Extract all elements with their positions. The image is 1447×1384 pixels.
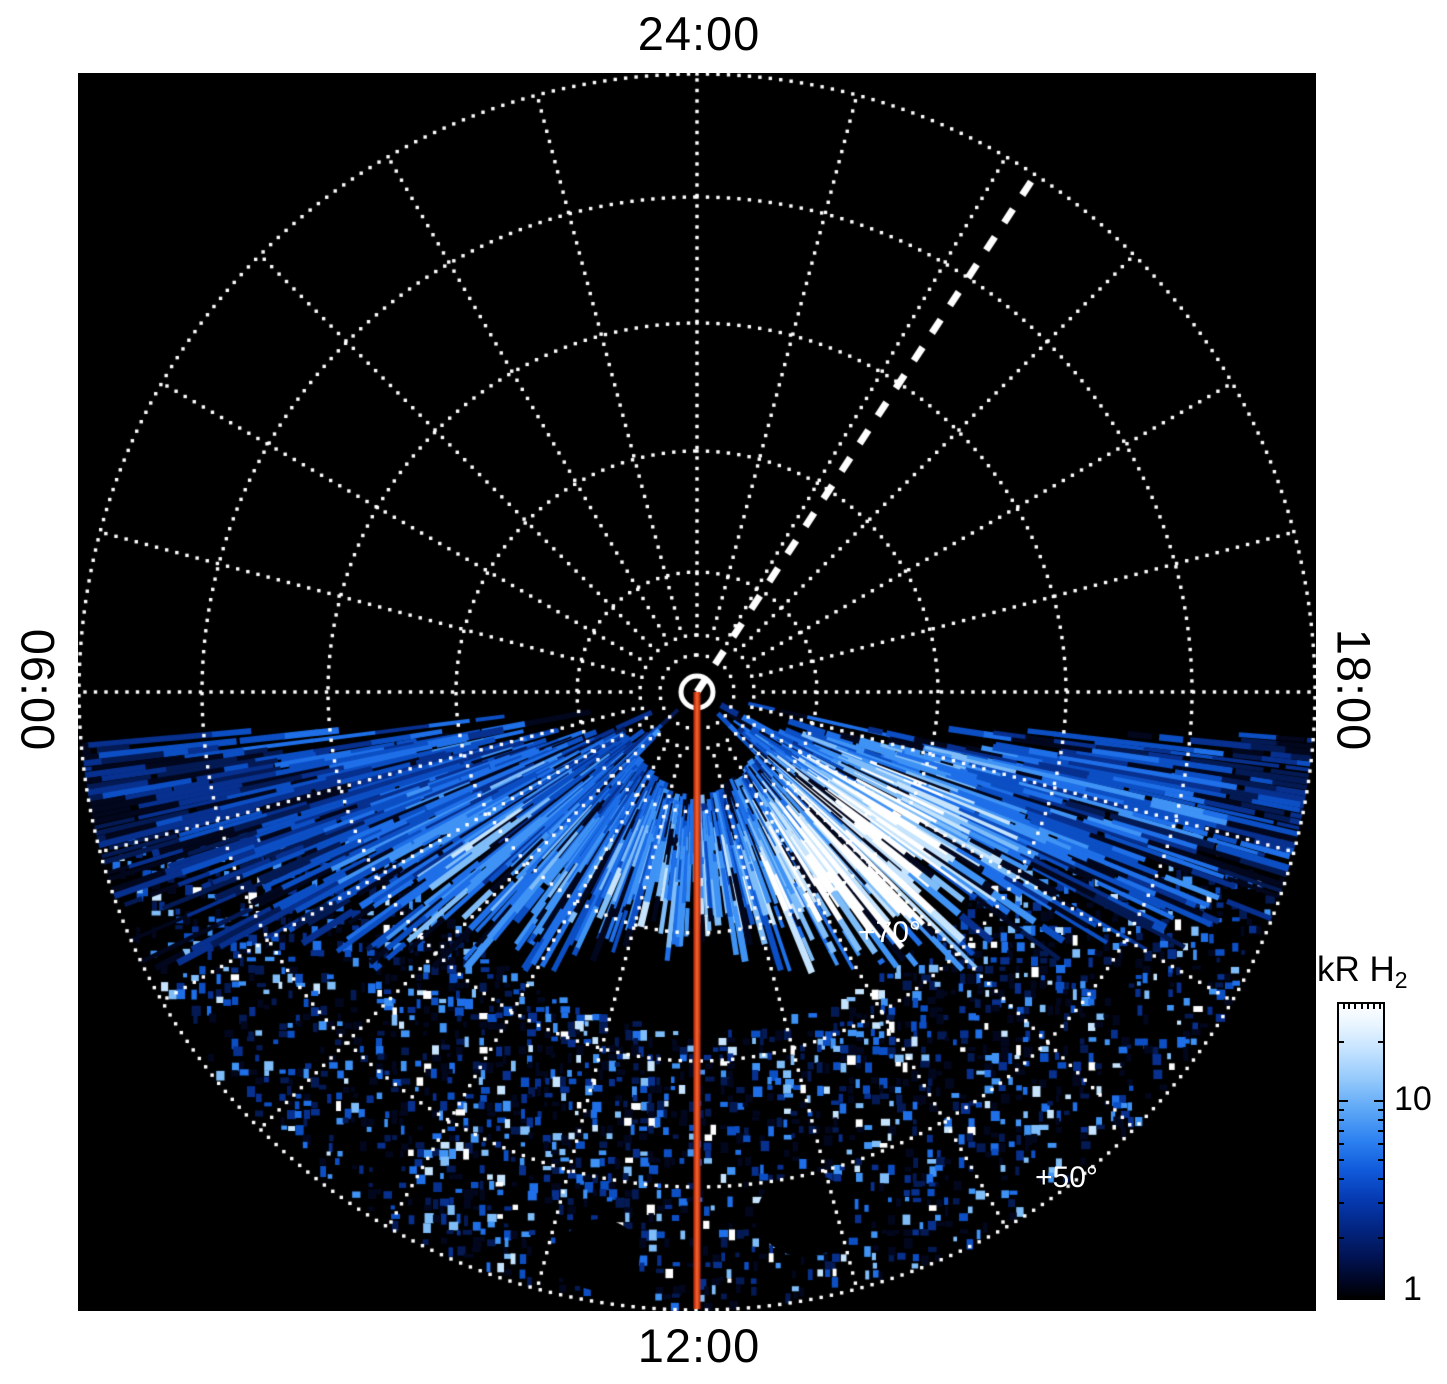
colorbar-minor-tick	[1378, 1130, 1383, 1133]
colorbar-top-mark	[1347, 1004, 1350, 1009]
colorbar-title-subscript: 2	[1394, 967, 1408, 993]
colorbar-minor-tick	[1339, 1158, 1344, 1161]
colorbar-minor-tick	[1339, 1118, 1344, 1121]
latitude-annotation: +50°	[1035, 1161, 1098, 1194]
colorbar-tick-label: 10	[1394, 1080, 1432, 1118]
local-time-label-0600: 06:00	[11, 628, 65, 752]
colorbar-tick-label: 1	[1403, 1270, 1422, 1308]
colorbar-top-mark	[1378, 1004, 1381, 1009]
colorbar-minor-tick	[1378, 1236, 1383, 1239]
colorbar-minor-tick	[1378, 1158, 1383, 1161]
colorbar-minor-tick	[1378, 1040, 1383, 1043]
colorbar-minor-tick	[1378, 1118, 1383, 1121]
colorbar-minor-tick	[1339, 1130, 1344, 1133]
colorbar-gradient	[1339, 1004, 1383, 1298]
colorbar-minor-tick	[1378, 1202, 1383, 1205]
colorbar-minor-tick	[1378, 1143, 1383, 1146]
local-time-label-1200: 12:00	[637, 1319, 761, 1372]
colorbar-minor-tick	[1339, 1236, 1344, 1239]
colorbar-title: kR H2	[1317, 952, 1408, 992]
colorbar-minor-tick	[1339, 1177, 1344, 1180]
colorbar-title-main: kR H	[1317, 950, 1395, 989]
local-time-label-2400: 24:00	[637, 7, 761, 60]
colorbar-minor-tick	[1339, 1202, 1344, 1205]
colorbar-minor-tick	[1339, 1143, 1344, 1146]
colorbar-major-tick	[1339, 1099, 1348, 1102]
colorbar-minor-tick	[1339, 1040, 1344, 1043]
colorbar-minor-tick	[1378, 1108, 1383, 1111]
colorbar-top-mark	[1373, 1004, 1376, 1009]
colorbar-top-mark	[1366, 1004, 1369, 1009]
colorbar-minor-tick	[1339, 1108, 1344, 1111]
polar-plot-area	[78, 73, 1316, 1311]
local-time-label-1800: 18:00	[1327, 628, 1381, 752]
colorbar-top-mark	[1342, 1004, 1345, 1009]
colorbar-top-mark	[1361, 1004, 1363, 1009]
colorbar-top-mark	[1353, 1004, 1356, 1009]
colorbar-major-tick	[1374, 1099, 1383, 1102]
polar-map-canvas	[78, 73, 1316, 1311]
colorbar	[1337, 1002, 1385, 1300]
latitude-annotation: +70°	[858, 916, 921, 949]
colorbar-minor-tick	[1378, 1177, 1383, 1180]
